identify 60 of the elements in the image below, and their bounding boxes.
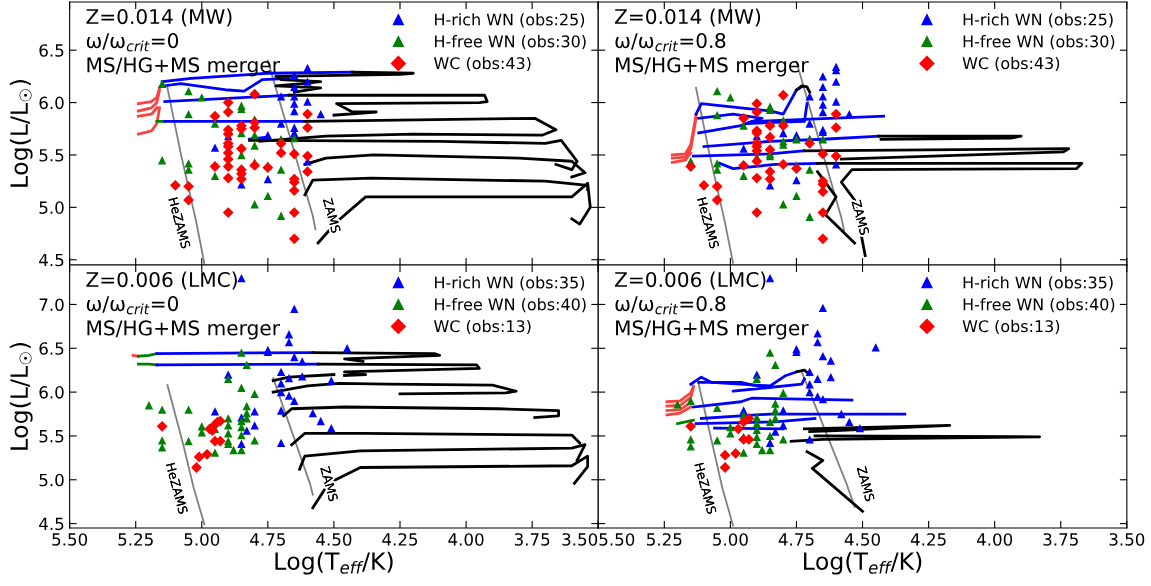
x-tick-label: 3.75 — [1043, 533, 1078, 546]
annotation: ZAMS — [322, 197, 341, 234]
x-tick-label: 4.50 — [844, 533, 880, 546]
y-axis-title: Log(L/L$_{☉}$) — [9, 343, 33, 450]
annotation: Z=0.014 (MW) — [86, 8, 232, 27]
annotation: MS/HG+MS merger — [616, 320, 809, 340]
x-tick-label: 5.50 — [52, 533, 88, 546]
legend-label: WC (obs:13) — [434, 319, 531, 335]
legend-label: H-rich WN (obs:35) — [963, 276, 1113, 291]
x-tick-label: 4.00 — [976, 533, 1013, 546]
x-axis-title: Log(T$_{eff}$/K) — [804, 551, 922, 575]
x-tick-label: 5.25 — [118, 533, 153, 546]
legend-label: H-free WN (obs:40) — [963, 298, 1115, 313]
annotation: MS/HG+MS merger — [616, 57, 809, 77]
legend-label: H-rich WN (obs:25) — [963, 13, 1113, 28]
legend-label: WC (obs:13) — [962, 319, 1060, 335]
legend-label: H-free WN (obs:30) — [435, 35, 586, 50]
x-tick-label: 5.00 — [713, 533, 748, 546]
annotation: MS/HG+MS merger — [87, 57, 281, 77]
y-tick-label: 6.0 — [39, 96, 64, 110]
y-tick-label: 6.0 — [39, 386, 64, 399]
y-tick-label: 6.5 — [39, 342, 64, 355]
x-axis-title: Log(T$_{eff}$/K) — [275, 551, 393, 575]
x-tick-label: 5.00 — [184, 533, 220, 546]
y-tick-label: 5.5 — [39, 430, 64, 443]
x-tick-label: 5.50 — [599, 533, 635, 546]
x-tick-label: 5.25 — [647, 533, 682, 546]
legend-label: H-free WN (obs:40) — [435, 298, 586, 313]
y-tick-label: 6.5 — [39, 44, 64, 57]
y-tick-label: 5.5 — [39, 149, 64, 162]
x-tick-label: 4.25 — [382, 533, 418, 546]
x-tick-label: 4.25 — [910, 533, 946, 546]
annotation: ω/ω$_{crit}$=0 — [86, 32, 179, 52]
x-tick-label: 4.50 — [316, 533, 352, 546]
legend-label: WC (obs:43) — [962, 56, 1060, 72]
y-tick-label: 4.5 — [39, 517, 64, 531]
annotation: ZAMS — [856, 465, 875, 502]
legend-label: H-free WN (obs:30) — [963, 35, 1115, 50]
legend-label: H-rich WN (obs:25) — [435, 13, 585, 28]
annotation: ZAMS — [320, 465, 339, 502]
legend-label: WC (obs:43) — [434, 56, 531, 72]
x-tick-label: 3.50 — [562, 533, 598, 546]
annotation: ω/ω$_{crit}$=0.8 — [615, 295, 726, 315]
x-tick-label: 4.75 — [250, 533, 285, 546]
y-axis-title: Log(L/L$_{☉}$) — [9, 80, 33, 187]
legend-label: H-rich WN (obs:35) — [435, 276, 585, 291]
y-tick-label: 5.0 — [39, 201, 64, 214]
annotation: ω/ω$_{crit}$=0.8 — [615, 32, 726, 52]
annotation: Z=0.014 (MW) — [615, 8, 761, 27]
annotation: ω/ω$_{crit}$=0 — [86, 295, 179, 315]
y-tick-label: 4.5 — [39, 253, 64, 267]
x-tick-label: 4.75 — [778, 533, 814, 546]
y-tick-label: 7.0 — [39, 298, 64, 312]
x-tick-label: 4.00 — [448, 533, 484, 546]
annotation: Z=0.006 (LMC) — [86, 271, 237, 290]
x-tick-label: 3.75 — [514, 533, 550, 546]
y-tick-label: 5.0 — [39, 473, 64, 487]
x-tick-label: 3.50 — [1109, 533, 1145, 546]
annotation: MS/HG+MS merger — [87, 320, 281, 340]
annotation: Z=0.006 (LMC) — [615, 271, 766, 290]
